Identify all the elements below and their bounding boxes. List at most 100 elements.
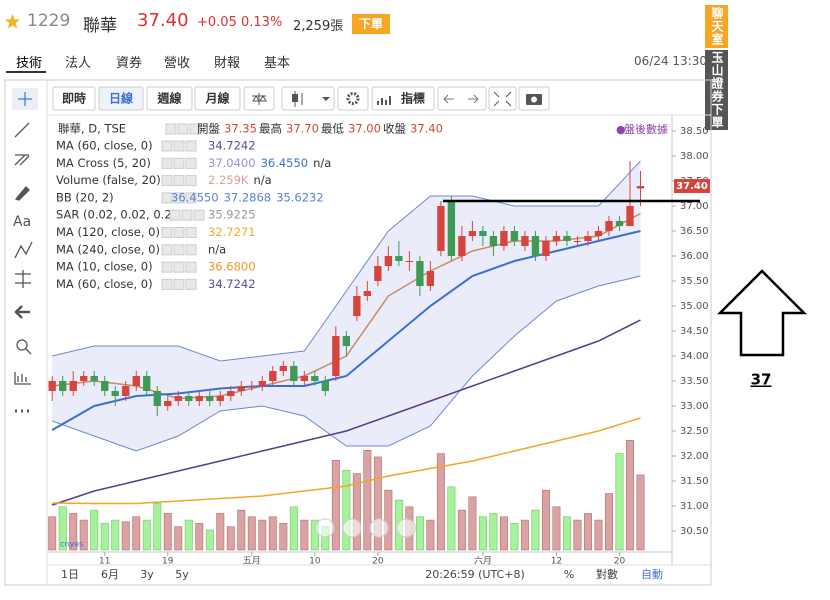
legend-icon[interactable] xyxy=(185,157,197,169)
bottom-button[interactable]: 5y xyxy=(175,568,189,581)
legend-icon[interactable] xyxy=(173,140,185,152)
legend-icon[interactable] xyxy=(173,278,185,290)
tab[interactable]: 基本 xyxy=(264,56,291,71)
candle-body xyxy=(195,396,203,401)
candle-body xyxy=(374,266,382,281)
legend-value: 32.7271 xyxy=(208,225,256,239)
undo-redo[interactable] xyxy=(437,86,487,111)
legend-icon[interactable] xyxy=(181,209,193,221)
candle-body xyxy=(416,261,424,286)
legend-icon[interactable] xyxy=(161,157,173,169)
tab[interactable]: 資券 xyxy=(116,56,143,71)
legend-icon[interactable] xyxy=(161,175,173,187)
tab[interactable]: 技術 xyxy=(16,56,43,71)
bottom-button[interactable]: 1日 xyxy=(61,568,79,581)
volume-bar xyxy=(373,456,382,551)
ohlc-key: 收盤 xyxy=(383,122,406,136)
fib-tool[interactable] xyxy=(14,154,30,166)
legend-icon[interactable] xyxy=(173,261,185,273)
legend-icon[interactable] xyxy=(185,175,197,187)
legend-icon[interactable] xyxy=(185,140,197,152)
legend-icon[interactable] xyxy=(161,192,173,204)
bottom-button[interactable]: 20:26:59 (UTC+8) xyxy=(425,568,525,581)
tab[interactable]: 財報 xyxy=(214,56,241,71)
indicator-button[interactable] xyxy=(371,86,435,111)
bottom-button[interactable]: 對數 xyxy=(596,567,618,581)
btn-bg[interactable] xyxy=(146,86,193,111)
legend-label: Volume (false, 20) xyxy=(56,173,161,187)
pattern-tool[interactable] xyxy=(14,241,33,259)
legend-icon[interactable] xyxy=(161,227,173,238)
trend-tool[interactable] xyxy=(14,122,30,138)
toolbar-button[interactable]: 即時 xyxy=(62,91,86,106)
star-icon[interactable] xyxy=(5,14,20,29)
legend-icon[interactable] xyxy=(185,244,197,256)
legend-icon[interactable] xyxy=(173,157,185,169)
legend-icon[interactable] xyxy=(185,261,197,273)
text-tool[interactable]: Aa xyxy=(13,214,31,230)
toolbar-button[interactable]: 月線 xyxy=(204,91,229,106)
legend-icon[interactable] xyxy=(161,244,173,256)
nav-button[interactable] xyxy=(369,518,389,538)
tab[interactable]: 營收 xyxy=(164,56,191,71)
legend-icon[interactable] xyxy=(177,123,189,135)
measure-tool[interactable] xyxy=(15,270,31,288)
bottom-button[interactable]: % xyxy=(564,568,574,581)
ma-line xyxy=(51,319,641,506)
legend-icon[interactable] xyxy=(173,175,185,187)
volume-bar xyxy=(142,519,151,551)
legend-icon[interactable] xyxy=(161,278,173,290)
legend-icon[interactable] xyxy=(173,192,185,204)
zoom-tool[interactable] xyxy=(16,339,28,351)
volume-bar xyxy=(331,459,340,551)
legend-icon[interactable] xyxy=(185,192,197,204)
btn-bg[interactable] xyxy=(52,86,96,111)
ruler-tool[interactable] xyxy=(14,372,31,385)
nav-button[interactable] xyxy=(315,518,335,538)
legend-icon[interactable] xyxy=(189,123,201,135)
bottom-button[interactable]: 6月 xyxy=(101,568,119,581)
candle-body xyxy=(90,376,98,381)
legend-icon[interactable] xyxy=(173,244,185,256)
bottom-button[interactable]: 自動 xyxy=(641,567,663,581)
candle-body xyxy=(132,376,140,386)
settings-button[interactable] xyxy=(337,86,369,111)
bottom-button[interactable]: 3y xyxy=(140,568,154,581)
legend-icon[interactable] xyxy=(161,261,173,273)
legend-icon[interactable] xyxy=(169,209,181,221)
toolbar-button[interactable]: 日線 xyxy=(109,91,133,106)
candle-body xyxy=(615,221,624,226)
nav-button[interactable] xyxy=(342,518,362,538)
btn-bg[interactable] xyxy=(98,86,144,111)
legend-icon[interactable] xyxy=(165,123,177,135)
volume-bar xyxy=(384,489,393,551)
legend-icon[interactable] xyxy=(193,209,205,221)
legend-value: 36.4550 xyxy=(171,190,219,204)
ohlc-key: 開盤 xyxy=(197,122,220,136)
tab[interactable]: 法人 xyxy=(65,56,92,71)
fullscreen-button[interactable] xyxy=(488,86,517,111)
after-hours[interactable]: 盤後數據 xyxy=(624,122,668,136)
legend-value: 34.7242 xyxy=(208,139,256,153)
volume-bar xyxy=(541,489,550,551)
btn-bg[interactable] xyxy=(194,86,241,111)
brush-tool[interactable] xyxy=(14,186,30,201)
toolbar-button[interactable]: 週線 xyxy=(156,91,181,106)
legend-value: 36.6800 xyxy=(208,260,256,274)
candle-body xyxy=(500,231,508,246)
candle-body xyxy=(594,231,603,236)
legend-icon[interactable] xyxy=(185,278,197,290)
legend-icon[interactable] xyxy=(173,227,185,238)
order-button[interactable]: 下單 xyxy=(352,14,390,34)
back-tool[interactable] xyxy=(14,305,30,319)
volume-bar xyxy=(447,486,456,551)
crosshair-icon[interactable] xyxy=(18,92,32,106)
candle-body xyxy=(552,236,561,241)
legend-icon[interactable] xyxy=(161,140,173,152)
plot-area: 30.50 31.00 31.50 32.00 32.50 33.00 33.50 34.00… xyxy=(48,126,710,567)
legend-icon[interactable] xyxy=(185,227,197,238)
chat-tab[interactable]: 聊天室 xyxy=(705,5,728,48)
toolbar-button[interactable]: 指標 xyxy=(401,91,425,106)
nav-button[interactable] xyxy=(396,518,416,538)
y-tick-label: 38.00 xyxy=(680,151,709,162)
